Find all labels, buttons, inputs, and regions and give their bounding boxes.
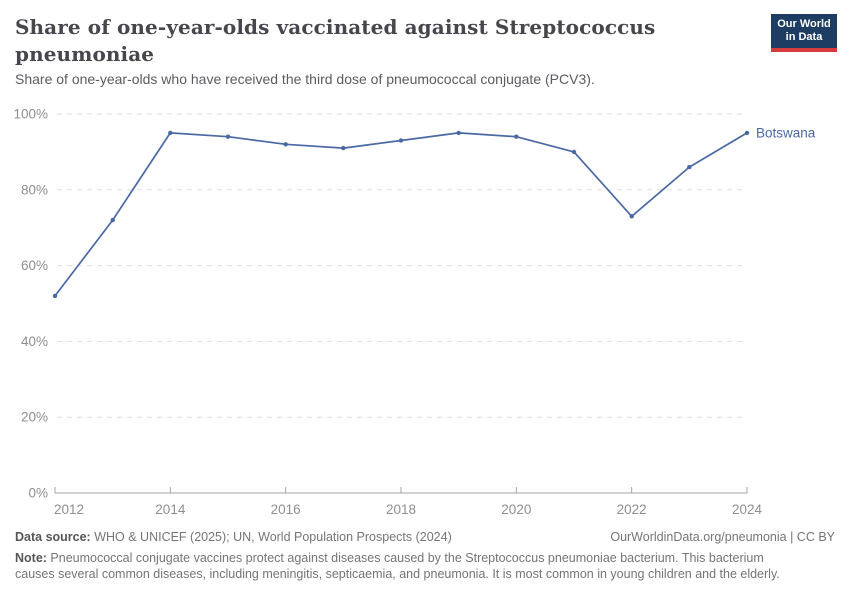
y-tick-label: 0%	[28, 486, 48, 501]
data-source-line: Data source: WHO & UNICEF (2025); UN, Wo…	[15, 530, 452, 544]
data-point	[687, 164, 692, 170]
owid-logo-line2: in Data	[785, 31, 823, 43]
data-point	[456, 130, 461, 136]
data-point	[514, 134, 519, 139]
data-point	[110, 217, 115, 223]
data-point	[341, 145, 346, 151]
y-tick-label: 40%	[21, 334, 48, 349]
y-tick-label: 20%	[21, 410, 48, 425]
x-tick-label: 2016	[271, 502, 301, 517]
x-tick-label: 2014	[155, 502, 186, 517]
chart-note: Note: Pneumococcal conjugate vaccines pr…	[15, 551, 797, 582]
data-line	[54, 132, 748, 297]
chart-footer: Data source: WHO & UNICEF (2025); UN, Wo…	[15, 530, 835, 582]
note-label: Note:	[15, 551, 47, 565]
data-point	[629, 214, 634, 219]
owid-logo-line1: Our World	[777, 18, 831, 30]
data-point	[52, 293, 58, 299]
x-tick-label: 2012	[54, 502, 84, 517]
chart-subtitle: Share of one-year-olds who have received…	[15, 71, 595, 87]
data-point	[571, 149, 577, 155]
y-tick-label: 60%	[21, 258, 48, 273]
data-point	[744, 130, 750, 136]
data-point	[225, 134, 231, 139]
y-tick-label: 100%	[13, 107, 48, 122]
note-text: Pneumococcal conjugate vaccines protect …	[15, 551, 780, 581]
x-tick-label: 2018	[386, 502, 416, 517]
data-point	[398, 138, 404, 143]
chart-title: Share of one-year-olds vaccinated agains…	[15, 15, 656, 66]
x-tick-label: 2024	[732, 502, 763, 517]
x-tick-label: 2020	[501, 502, 531, 517]
series-label: Botswana	[756, 125, 816, 140]
owid-logo: Our World in Data	[771, 14, 837, 52]
data-source-label: Data source:	[15, 530, 91, 544]
data-point	[168, 130, 173, 136]
owid-url-license: OurWorldinData.org/pneumonia | CC BY	[610, 530, 835, 544]
x-tick-label: 2022	[617, 502, 647, 517]
data-point	[283, 142, 288, 147]
y-tick-label: 80%	[21, 182, 48, 197]
data-source-text: WHO & UNICEF (2025); UN, World Populatio…	[90, 530, 452, 544]
